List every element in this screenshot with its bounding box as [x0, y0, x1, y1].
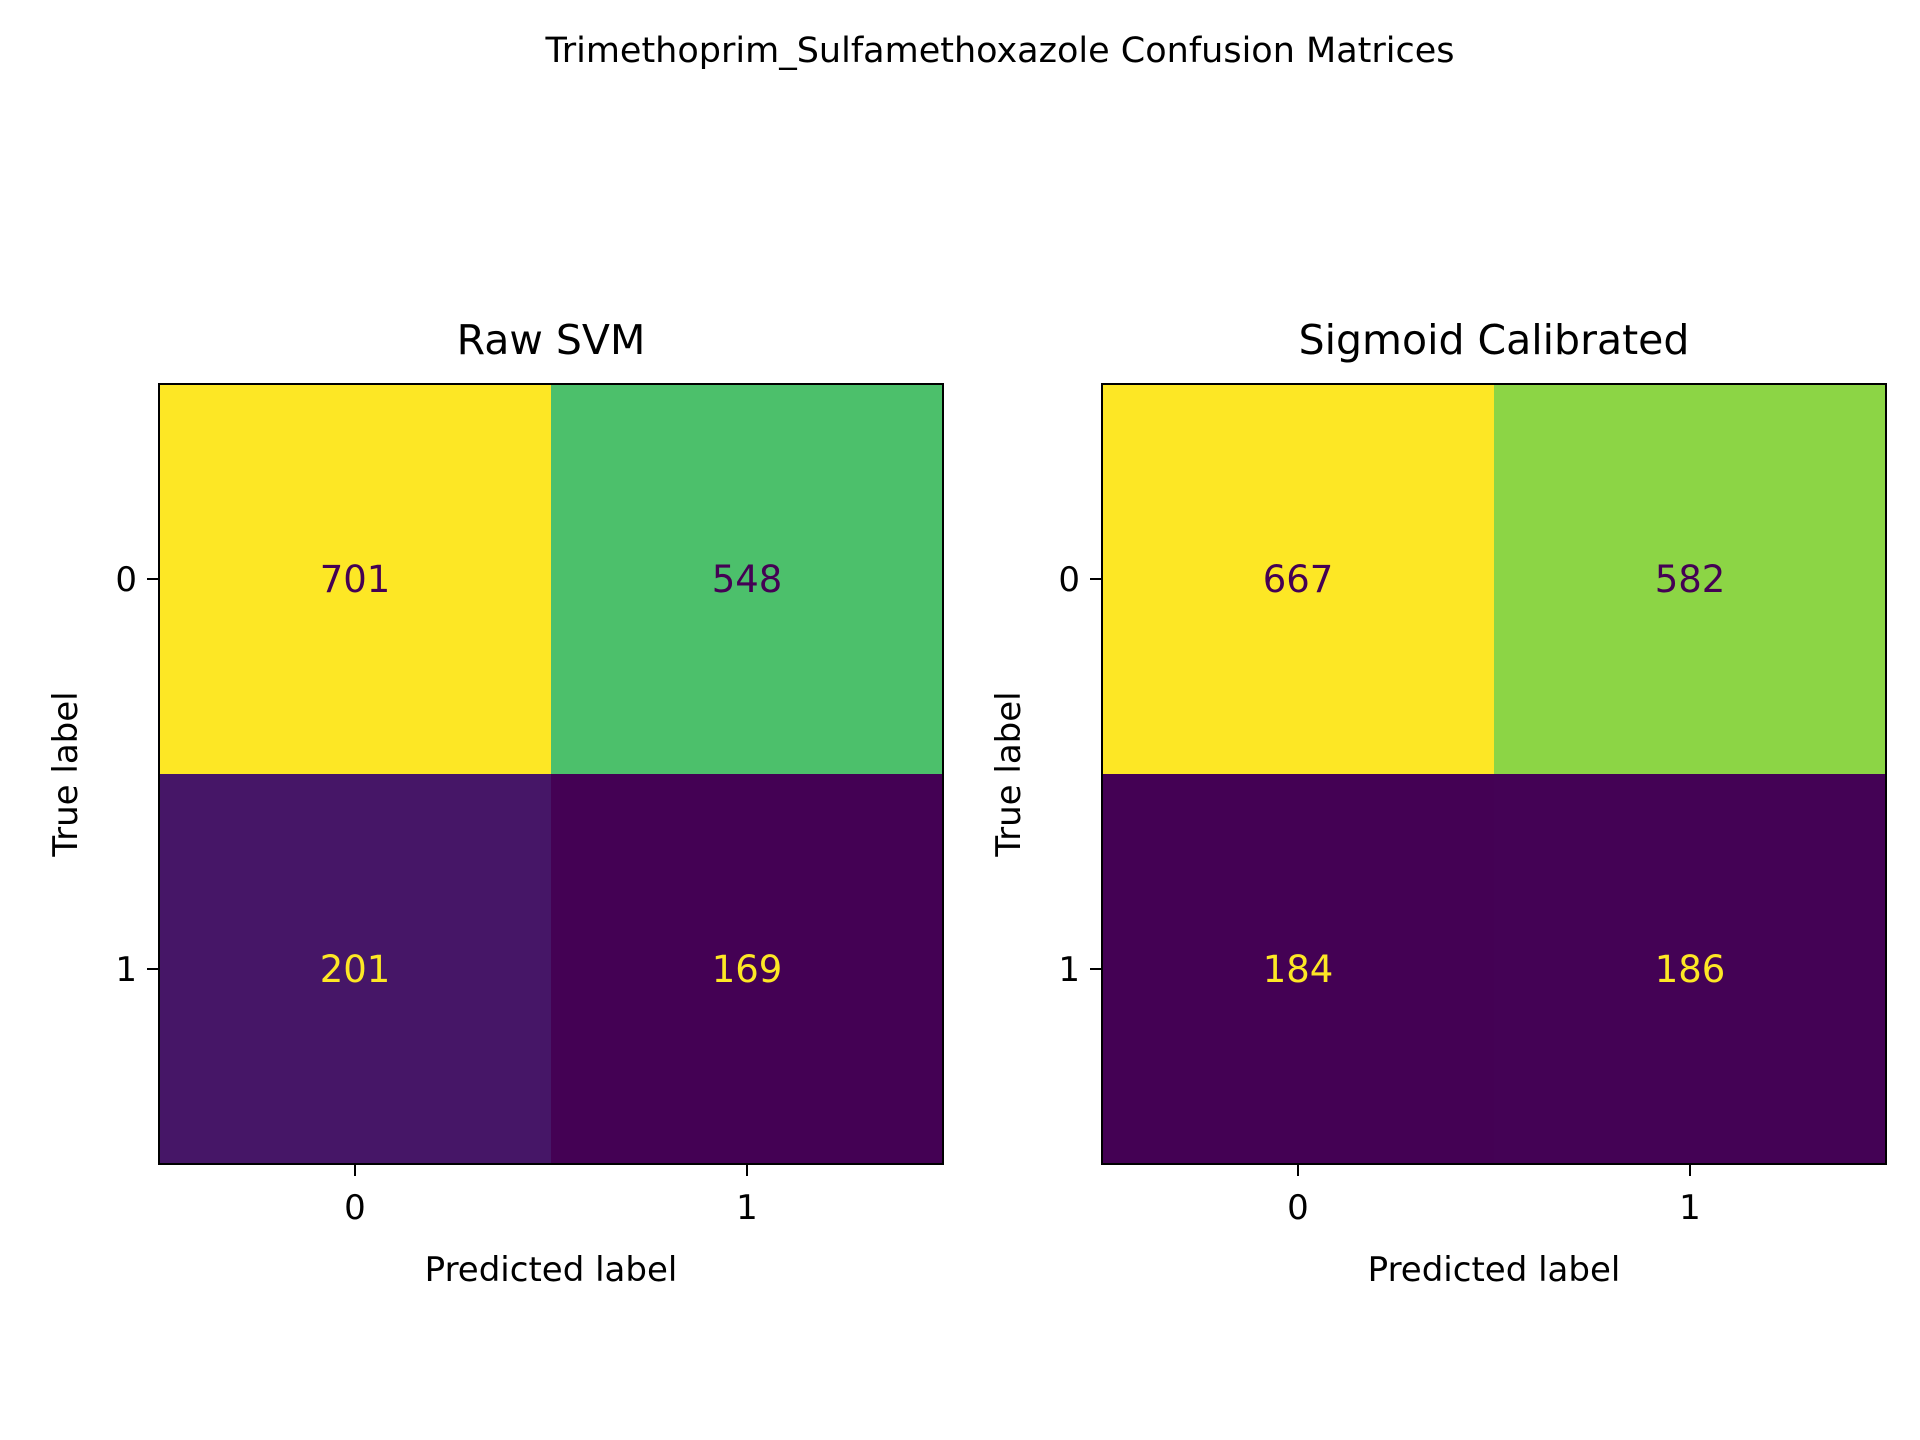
cell-value-label: 184: [1263, 948, 1334, 991]
subplot-title: Raw SVM: [457, 316, 646, 364]
figure-title: Trimethoprim_Sulfamethoxazole Confusion …: [544, 31, 1454, 71]
subplot-title: Sigmoid Calibrated: [1299, 316, 1690, 364]
y-tick-label: 1: [115, 950, 137, 990]
x-axis-label: Predicted label: [1368, 1250, 1621, 1290]
x-tick-label: 1: [1679, 1188, 1701, 1228]
y-tick-label: 1: [1058, 950, 1080, 990]
cell-value-label: 548: [712, 558, 783, 601]
heatmap-cell: [551, 384, 944, 775]
heatmap-cell: [1494, 384, 1887, 775]
heatmap-cell: [159, 774, 552, 1165]
y-tick-label: 0: [1058, 560, 1080, 600]
confusion-matrix-panel-1: 701 548 201 169 0 1 0 1 Raw SVM Predicted label Tr…: [46, 316, 944, 1290]
heatmap-cell: [1494, 774, 1887, 1165]
x-axis-label: Predicted label: [425, 1250, 678, 1290]
y-axis-label: True label: [989, 691, 1029, 857]
y-tick-label: 0: [115, 560, 137, 600]
cell-value-label: 201: [320, 948, 391, 991]
plot-frame: [1101, 383, 1887, 1165]
heatmap-cell: [159, 384, 552, 775]
cell-value-label: 667: [1263, 558, 1334, 601]
y-axis-label: True label: [46, 691, 86, 857]
heatmap-cell: [1102, 384, 1495, 775]
cell-value-label: 169: [712, 948, 783, 991]
x-tick-label: 0: [1287, 1188, 1309, 1228]
cell-value-label: 701: [320, 558, 391, 601]
x-tick-label: 0: [344, 1188, 366, 1228]
confusion-matrix-panel-2: 667 582 184 186 0 1 0 1 Sigmoid Calibrated Predic…: [989, 316, 1887, 1290]
heatmap-cell: [551, 774, 944, 1165]
cell-value-label: 582: [1655, 558, 1726, 601]
heatmap-cell: [1102, 774, 1495, 1165]
plot-frame: [158, 383, 944, 1165]
cell-value-label: 186: [1655, 948, 1726, 991]
x-tick-label: 1: [736, 1188, 758, 1228]
